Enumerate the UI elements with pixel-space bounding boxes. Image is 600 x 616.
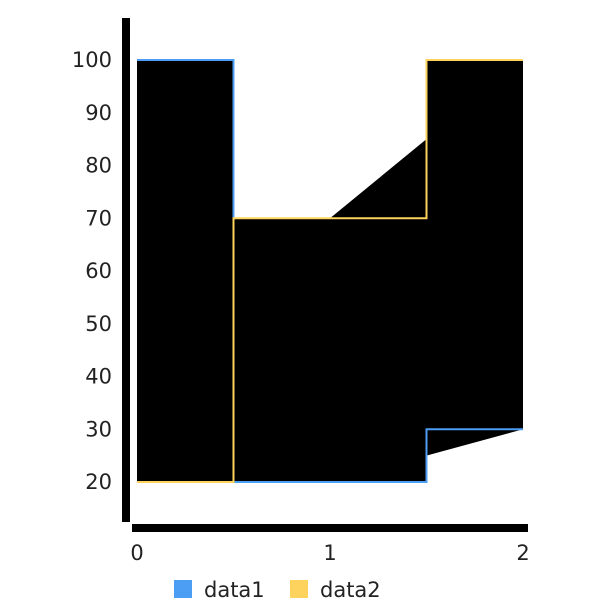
y-tick-label: 20 [85, 470, 112, 494]
tick-layer: 20 30 40 50 60 70 80 90 100 0 1 2 [72, 48, 530, 565]
y-tick-label: 40 [85, 365, 112, 389]
legend-swatch-data2 [290, 580, 308, 598]
series-line-data2 [137, 59, 523, 483]
series-line-data1 [137, 59, 523, 483]
fill-layer [137, 60, 523, 482]
y-tick-label: 30 [85, 417, 112, 441]
series-layer [137, 59, 523, 483]
fill-between-step [137, 60, 523, 482]
legend: data1 data2 [174, 578, 381, 602]
y-tick-label: 70 [85, 206, 112, 230]
y-tick-label: 100 [72, 48, 112, 72]
y-tick-label: 90 [85, 101, 112, 125]
y-tick-label: 50 [85, 312, 112, 336]
legend-swatch-data1 [174, 580, 192, 598]
x-tick-label: 2 [516, 541, 529, 565]
axis-layer [122, 18, 528, 532]
y-tick-label: 60 [85, 259, 112, 283]
x-tick-label: 1 [323, 541, 336, 565]
legend-label-data2: data2 [320, 578, 381, 602]
x-tick-label: 0 [130, 541, 143, 565]
y-tick-label: 80 [85, 154, 112, 178]
legend-label-data1: data1 [204, 578, 265, 602]
